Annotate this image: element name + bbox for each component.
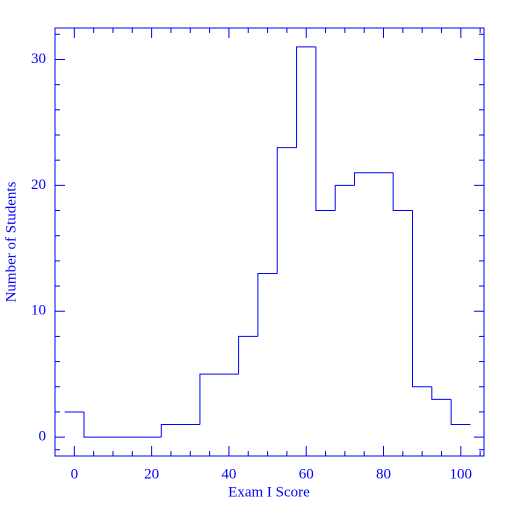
x-axis-label: Exam I Score [228, 484, 310, 500]
y-tick-label: 0 [39, 429, 47, 445]
x-tick-label: 80 [376, 466, 391, 482]
y-axis-label: Number of Students [3, 181, 19, 302]
histogram-step [276, 147, 297, 274]
histogram-step [431, 386, 452, 400]
x-tick-label: 40 [221, 466, 236, 482]
histogram-step [199, 373, 220, 425]
histogram-step [296, 46, 316, 148]
x-tick-label: 0 [71, 466, 79, 482]
plot-frame [54, 27, 485, 457]
histogram-step [334, 184, 355, 211]
histogram-step [450, 399, 471, 426]
histogram-step [412, 210, 432, 388]
y-tick-label: 10 [31, 303, 46, 319]
histogram-step [354, 172, 374, 186]
y-tick-label: 30 [31, 51, 46, 67]
histogram-step [238, 335, 258, 375]
y-tick-label: 20 [31, 177, 46, 193]
histogram-step [392, 172, 413, 212]
x-tick-label: 60 [299, 466, 314, 482]
histogram-step [83, 411, 104, 438]
histogram-step [160, 424, 181, 438]
histogram-step [257, 272, 278, 337]
histogram-step [315, 46, 336, 212]
x-tick-label: 100 [450, 466, 473, 482]
x-tick-label: 20 [144, 466, 159, 482]
